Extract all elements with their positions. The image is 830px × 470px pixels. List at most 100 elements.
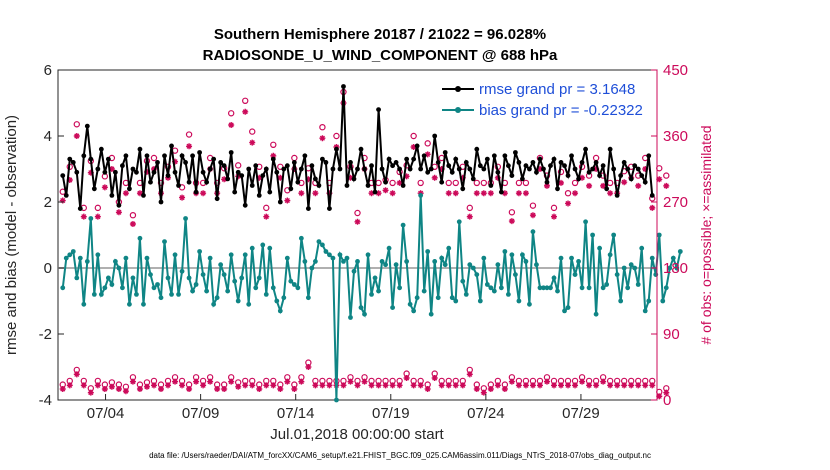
rmse-point	[200, 169, 206, 175]
rmse-point	[372, 189, 378, 195]
obs-assimilated-marker-low	[249, 382, 256, 389]
bias-point	[256, 275, 262, 281]
obs-assimilated-marker	[424, 151, 431, 158]
legend-rmse-label: rmse grand pr = 3.1648	[479, 81, 635, 98]
obs-assimilated-marker-low	[242, 382, 249, 389]
obs-assimilated-marker	[550, 213, 557, 220]
plot-area	[57, 69, 658, 401]
obs-assimilated-marker-low	[656, 393, 663, 400]
bias-point	[481, 255, 487, 261]
rmse-point	[583, 146, 588, 152]
obs-assimilated-marker	[242, 108, 249, 115]
obs-assimilated-marker-low	[235, 383, 242, 390]
rmse-point	[211, 156, 217, 162]
obs-possible-marker	[319, 123, 326, 131]
bias-point	[534, 262, 539, 268]
obs-assimilated-marker	[565, 200, 572, 207]
rmse-point	[442, 150, 448, 155]
bias-point	[456, 219, 462, 225]
bias-point	[305, 295, 311, 301]
obs-assimilated-marker	[228, 122, 235, 128]
rmse-point	[312, 176, 318, 182]
obs-assimilated-marker	[445, 190, 452, 197]
obs-assimilated-marker-low	[565, 382, 572, 389]
obs-assimilated-marker-low	[214, 386, 221, 392]
rmse-point	[428, 166, 434, 172]
bias-point	[642, 308, 648, 314]
rmse-point	[386, 156, 392, 162]
obs-assimilated-marker-low	[501, 386, 508, 392]
rmse-point	[628, 176, 634, 182]
rmse-point	[446, 163, 452, 169]
obs-possible-marker	[564, 189, 572, 197]
bias-point	[628, 262, 634, 268]
bias-point	[404, 259, 410, 264]
rmse-point	[411, 156, 417, 162]
obs-assimilated-marker	[87, 169, 94, 176]
obs-assimilated-marker-low	[158, 386, 165, 392]
obs-assimilated-marker-low	[529, 382, 536, 389]
rmse-point	[537, 156, 543, 162]
rmse-point	[505, 163, 511, 169]
rmse-point	[267, 189, 273, 195]
rmse-point	[123, 153, 129, 159]
bias-point	[537, 285, 543, 291]
bias-point	[618, 298, 624, 304]
obs-possible-marker	[515, 179, 523, 187]
obs-assimilated-marker	[459, 174, 466, 181]
obs-assimilated-marker	[642, 166, 649, 172]
obs-assimilated-marker-low	[649, 382, 656, 389]
obs-assimilated-marker-low	[621, 382, 628, 389]
rmse-point	[130, 166, 136, 172]
bias-point	[670, 255, 676, 261]
obs-assimilated-marker	[466, 213, 473, 220]
obs-assimilated-marker	[501, 190, 508, 197]
obs-possible-marker	[129, 211, 137, 219]
obs-assimilated-marker	[635, 182, 642, 189]
obs-assimilated-marker	[572, 190, 579, 197]
rmse-point	[127, 186, 132, 192]
obs-assimilated-marker	[389, 190, 396, 197]
obs-assimilated-marker	[122, 190, 129, 197]
rmse-point	[204, 179, 210, 185]
rmse-point	[618, 173, 624, 179]
bias-point	[228, 252, 234, 258]
bias-point	[302, 259, 308, 264]
rmse-point	[484, 156, 490, 162]
obs-assimilated-marker	[515, 190, 522, 197]
bias-point	[284, 255, 290, 261]
rmse-point	[404, 156, 410, 162]
bias-point	[151, 285, 157, 291]
obs-assimilated-marker-low	[94, 382, 101, 389]
y-axis-left: -4 -2 0 2 4 6	[39, 62, 64, 409]
obs-assimilated-marker	[150, 166, 157, 172]
rmse-point	[383, 179, 388, 185]
rmse-point	[453, 156, 459, 162]
bias-point	[148, 272, 153, 277]
obs-assimilated-marker-low	[445, 382, 452, 389]
obs-possible-marker	[550, 204, 558, 212]
rmse-point	[137, 146, 143, 152]
bias-point	[365, 252, 371, 258]
rmse-point	[190, 153, 195, 159]
obs-assimilated-marker-low	[663, 389, 670, 396]
rmse-point	[337, 166, 343, 172]
obs-assimilated-marker-low	[172, 378, 179, 385]
bias-point	[274, 298, 280, 304]
chart-title-line2: RADIOSONDE_U_WIND_COMPONENT @ 688 hPa	[203, 47, 558, 64]
obs-possible-marker	[663, 172, 670, 179]
bias-point	[112, 259, 118, 264]
rmse-point	[298, 166, 304, 172]
obs-assimilated-marker	[179, 194, 186, 201]
bias-point	[477, 298, 483, 304]
obs-assimilated-marker-low	[228, 378, 235, 385]
obs-assimilated-marker	[487, 190, 494, 197]
bias-point	[491, 288, 497, 294]
bias-point	[232, 278, 238, 284]
obs-possible-marker	[213, 179, 221, 187]
rmse-point	[544, 179, 550, 185]
obs-assimilated-marker	[649, 204, 656, 211]
bias-point	[379, 259, 385, 264]
rmse-point	[414, 143, 420, 149]
obs-assimilated-marker-low	[600, 378, 607, 385]
